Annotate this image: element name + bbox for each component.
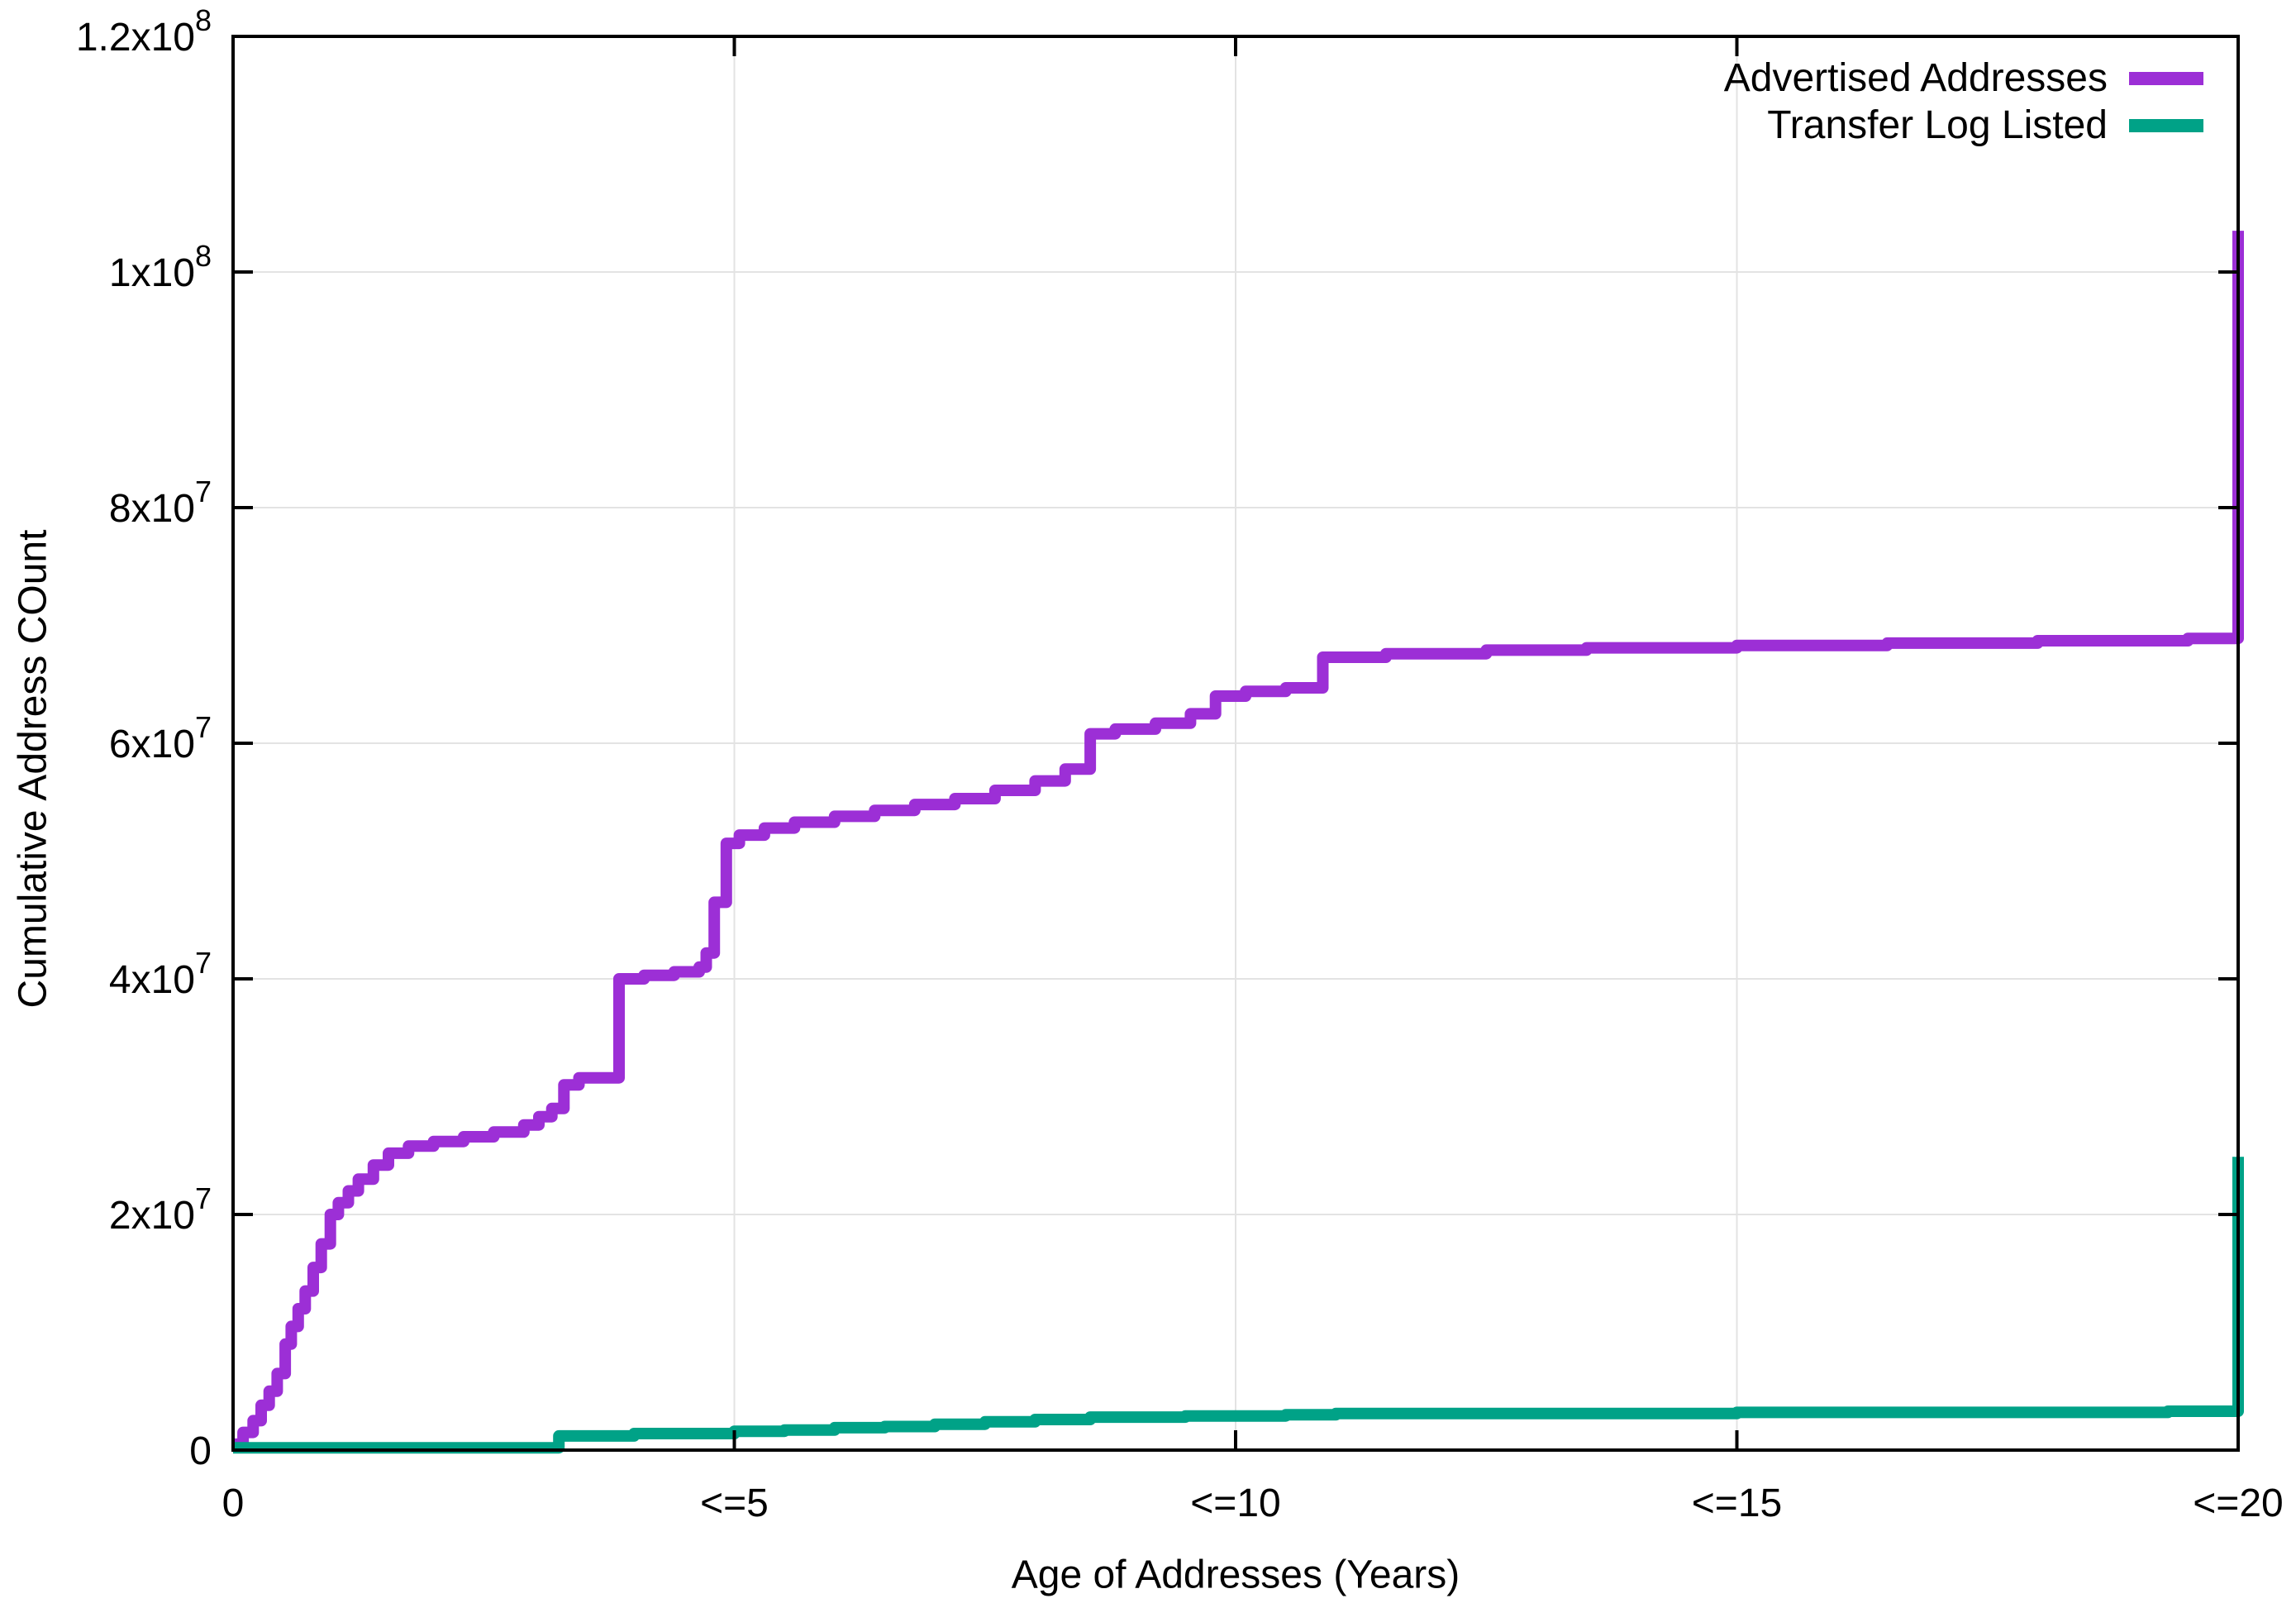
legend-item-transfer-log-listed: Transfer Log Listed (1767, 102, 2203, 149)
y-axis-title: Cumulative Address COunt (11, 529, 55, 1009)
legend: Advertised Addresses Transfer Log Listed (1724, 55, 2203, 149)
series-line-advertised-addresses (233, 231, 2244, 1450)
x-tick-label: <=15 (1692, 1482, 1782, 1525)
y-tick-label: 2x107 (109, 1181, 212, 1238)
legend-label: Transfer Log Listed (1767, 103, 2108, 147)
x-tick-label: <=5 (700, 1482, 769, 1525)
x-tick-label: <=10 (1190, 1482, 1280, 1525)
x-tick-label: <=20 (2193, 1482, 2283, 1525)
y-tick-label: 1x108 (109, 239, 212, 295)
legend-item-advertised-addresses: Advertised Addresses (1724, 55, 2203, 102)
y-tick-label: 8x107 (109, 475, 212, 531)
legend-label: Advertised Addresses (1723, 56, 2108, 100)
x-axis-title: Age of Addresses (Years) (1011, 1553, 1460, 1597)
y-tick-label: 4x107 (109, 946, 212, 1002)
legend-swatch-advertised (2129, 71, 2203, 85)
y-tick-label: 1.2x108 (76, 3, 212, 60)
y-tick-label: 0 (189, 1429, 212, 1473)
legend-swatch-transfer (2129, 118, 2203, 132)
x-tick-label: 0 (222, 1482, 245, 1525)
y-tick-label: 6x107 (109, 710, 212, 766)
